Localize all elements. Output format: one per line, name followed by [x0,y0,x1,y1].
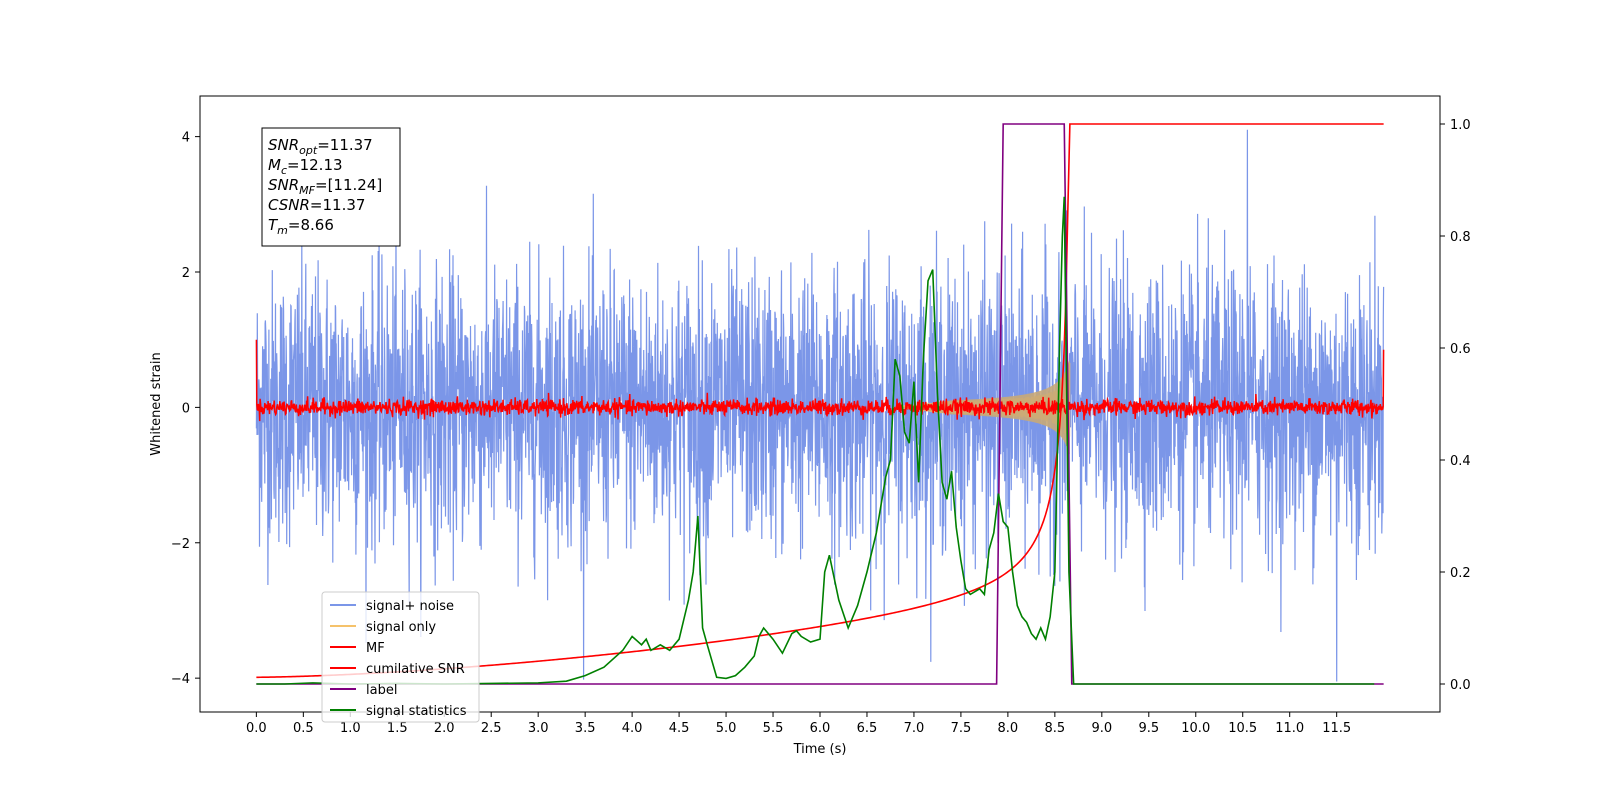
info-symbol: T [268,216,279,234]
x-tick-label: 11.0 [1275,721,1304,736]
info-symbol: SNR [268,176,299,194]
x-tick-label: 10.5 [1228,721,1257,736]
x-tick-label: 5.5 [763,721,784,736]
info-symbol: M [268,156,281,174]
info-subscript: opt [299,144,318,157]
legend-entry: signal only [366,620,436,635]
x-tick-label: 1.0 [340,721,361,736]
info-value: =12.13 [287,156,343,174]
info-line: SNRMF=[11.24] [268,176,382,197]
x-tick-label: 3.5 [575,721,596,736]
y-axis-right: 0.0 0.2 0.4 0.6 0.8 1.0 [1440,118,1471,693]
series-layer [255,123,1385,685]
y-tick-left-label: −4 [171,672,190,687]
x-tick-label: 4.5 [669,721,690,736]
x-tick-label: 11.5 [1322,721,1351,736]
x-tick-label: 7.0 [904,721,925,736]
info-value: =8.66 [288,216,334,234]
legend-entry: MF [366,641,385,656]
legend-entry: label [366,683,397,698]
y-tick-right-label: 0.0 [1450,678,1471,693]
x-tick-label: 5.0 [716,721,737,736]
info-value: =[11.24] [315,176,382,194]
x-tick-label: 6.0 [810,721,831,736]
x-tick-label: 8.5 [1045,721,1066,736]
y-tick-right-label: 0.8 [1450,230,1471,245]
y-tick-left-label: −2 [171,537,190,552]
x-tick-label: 8.0 [998,721,1019,736]
legend-entry: signal statistics [366,704,467,719]
x-axis-label: Time (s) [793,742,847,757]
x-tick-label: 2.5 [481,721,502,736]
x-tick-label: 7.5 [951,721,972,736]
y-tick-right-label: 0.4 [1450,454,1471,469]
info-line: Mc=12.13 [268,156,343,177]
info-line: SNRopt=11.37 [268,136,373,157]
info-symbol: SNR [268,136,299,154]
info-box-frame [261,127,401,247]
info-line: Tm=8.66 [268,216,334,237]
y-tick-right-label: 1.0 [1450,118,1471,133]
legend-entry: signal+ noise [366,599,454,614]
series-mf [255,339,1385,422]
x-tick-label: 0.0 [246,721,267,736]
legend-frame [321,591,480,723]
legend-entry: cumilative SNR [366,662,465,677]
x-tick-label: 9.0 [1091,721,1112,736]
series-signal-noise [255,129,1385,682]
x-tick-label: 1.5 [387,721,408,736]
series-signal-statistics [256,196,1375,685]
x-axis: 0.0 0.5 1.0 1.5 2.0 2.5 3.0 3.5 4.0 4.5 5.0 5.5 6.0 6… [246,712,1351,736]
y-tick-right-label: 0.6 [1450,342,1471,357]
info-subscript: c [281,164,287,177]
x-tick-label: 10.0 [1181,721,1210,736]
legend: signal+ noise signal only MF cumilative SNR… [321,591,480,723]
y-tick-right-label: 0.2 [1450,566,1471,581]
x-tick-label: 3.0 [528,721,549,736]
y-axis-label-left: Whitened strain [149,352,164,455]
y-tick-left-label: 2 [182,266,190,281]
y-axis-left: −4 −2 0 2 4 [171,131,200,687]
info-symbol: CSNR [268,196,310,214]
info-subscript: MF [299,184,315,197]
info-box: SNRopt=11.37Mc=12.13SNRMF=[11.24]CSNR=11… [261,127,401,247]
info-value: =11.37 [310,196,366,214]
x-tick-label: 6.5 [857,721,878,736]
info-subscript: m [277,224,288,237]
x-tick-label: 0.5 [293,721,314,736]
info-value: =11.37 [317,136,373,154]
x-tick-label: 2.0 [434,721,455,736]
info-line: CSNR=11.37 [268,196,365,214]
x-tick-label: 4.0 [622,721,643,736]
y-tick-left-label: 0 [182,401,190,416]
y-tick-left-label: 4 [182,131,190,146]
x-tick-label: 9.5 [1138,721,1159,736]
